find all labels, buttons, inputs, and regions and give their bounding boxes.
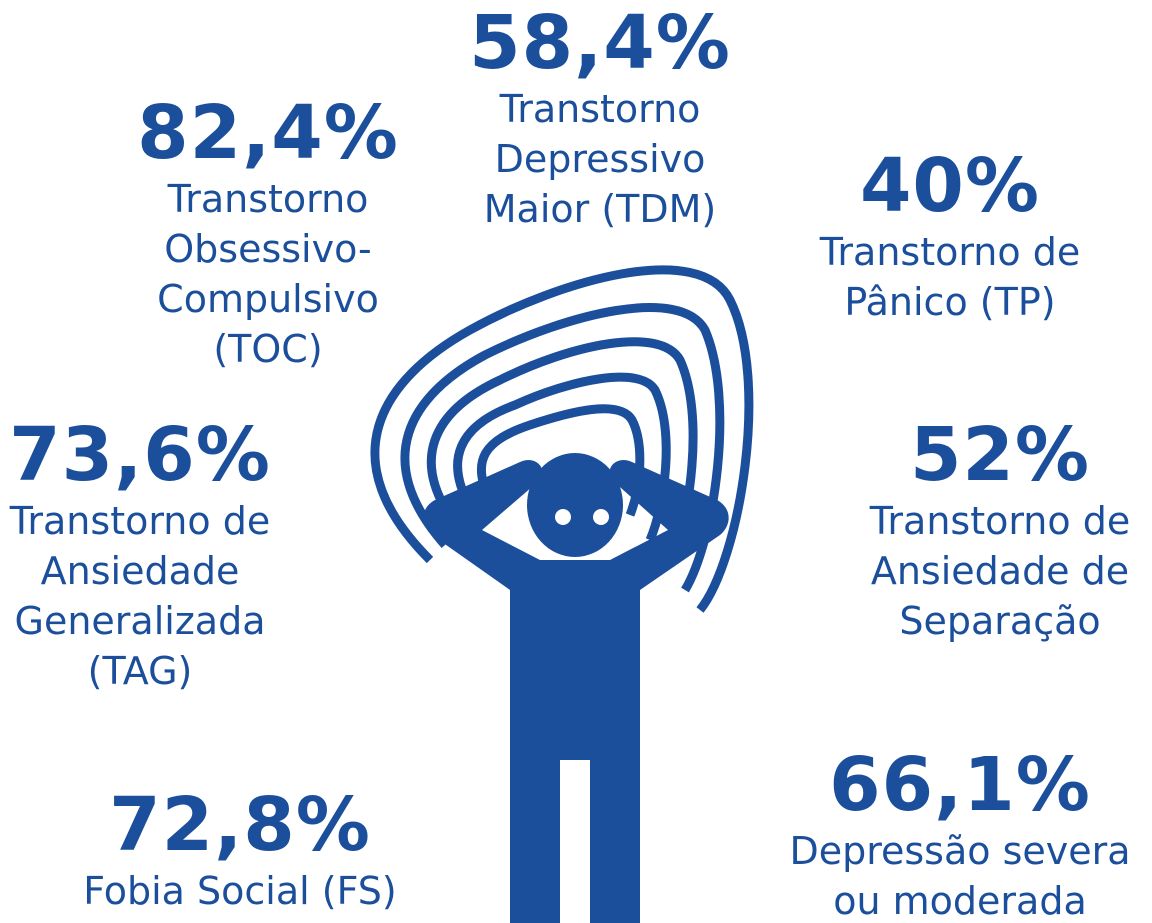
stat-value: 82,4% [137,92,399,174]
stat-label: ou moderada [789,876,1130,923]
stat-value: 73,6% [9,414,271,496]
stat: 72,8%Fobia Social (FS) [83,784,397,916]
stat-label: Obsessivo- [137,224,399,274]
infographic: 58,4%TranstornoDepressivoMaior (TDM)82,4… [0,0,1152,923]
head [527,453,623,557]
stat-label: Ansiedade [9,546,271,596]
person [423,453,728,923]
eye [593,509,609,525]
stat-label: Transtorno de [870,496,1130,546]
stat-label: (TOC) [137,324,399,374]
stat-value: 72,8% [83,784,397,866]
eye [555,509,571,525]
stat-label: Separação [870,596,1130,646]
stat-label: Depressão severa [789,826,1130,876]
stat-label: Transtorno de [820,227,1080,277]
stat-value: 52% [870,414,1130,496]
stat-label: Compulsivo [137,274,399,324]
stat-label: Depressivo [469,134,731,184]
stat-label: Transtorno [469,84,731,134]
stat-label: Pânico (TP) [820,277,1080,327]
stat-value: 66,1% [789,744,1130,826]
stat-label: Transtorno [137,174,399,224]
stat-label: Maior (TDM) [469,184,731,234]
stat-value: 40% [820,145,1080,227]
stat-label: Transtorno de [9,496,271,546]
stat-label: Fobia Social (FS) [83,866,397,916]
stat-label: Generalizada [9,596,271,646]
stat-value: 58,4% [469,2,731,84]
stat-label: Ansiedade de [870,546,1130,596]
rings [375,270,749,610]
stat-label: (TAG) [9,646,271,696]
